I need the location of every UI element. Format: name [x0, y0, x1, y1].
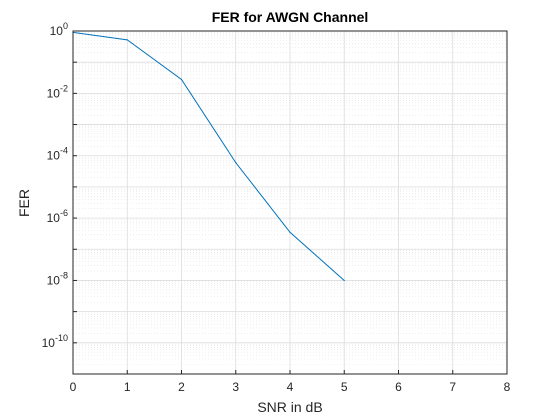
- fer-data-point: [126, 39, 128, 41]
- y-tick-exponent: -8: [60, 270, 68, 280]
- y-tick-base: 10: [47, 86, 61, 100]
- x-tick-label: 2: [178, 380, 185, 394]
- x-tick-label: 7: [449, 380, 456, 394]
- y-tick-base: 10: [47, 149, 61, 163]
- x-tick-label: 6: [395, 380, 402, 394]
- x-tick-label: 5: [341, 380, 348, 394]
- y-tick-exponent: -2: [60, 83, 68, 93]
- x-tick-label: 0: [70, 380, 77, 394]
- y-tick-exponent: -10: [55, 333, 68, 343]
- y-tick-base: 10: [47, 211, 61, 225]
- y-tick-label: 100: [50, 21, 68, 38]
- fer-data-point: [343, 279, 345, 282]
- x-axis-ticks: 0 1 2 3 4 5 6 7 8: [70, 370, 511, 394]
- x-axis-label: SNR in dB: [257, 399, 322, 415]
- y-tick-label: 10-2: [47, 83, 68, 100]
- fer-data-point: [289, 231, 291, 233]
- y-tick-exponent: -6: [60, 208, 68, 218]
- y-tick-label: 10-10: [42, 333, 68, 350]
- fer-series-line: [72, 31, 345, 281]
- chart-title: FER for AWGN Channel: [212, 9, 369, 25]
- x-tick-label: 1: [124, 380, 131, 394]
- x-tick-label: 3: [232, 380, 239, 394]
- fer-data-point: [180, 78, 183, 81]
- y-tick-base: 10: [50, 24, 64, 38]
- y-tick-label: 10-6: [47, 208, 68, 225]
- y-tick-exponent: -4: [60, 146, 68, 156]
- x-tick-label: 4: [287, 380, 294, 394]
- x-tick-label: 8: [504, 380, 511, 394]
- y-tick-exponent: 0: [63, 21, 68, 31]
- y-axis-label: FER: [16, 189, 32, 217]
- y-tick-label: 10-4: [47, 146, 68, 163]
- y-tick-base: 10: [42, 336, 56, 350]
- fer-data-point: [235, 162, 237, 164]
- y-tick-base: 10: [47, 273, 61, 287]
- y-tick-label: 10-8: [47, 270, 68, 287]
